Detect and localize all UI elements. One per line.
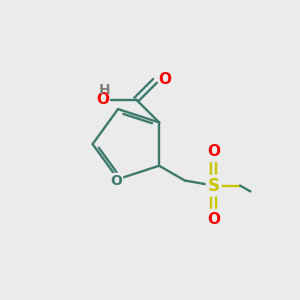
Text: O: O bbox=[96, 92, 109, 107]
Text: H: H bbox=[99, 83, 111, 97]
Text: S: S bbox=[208, 177, 220, 195]
Text: O: O bbox=[207, 144, 220, 159]
Text: O: O bbox=[207, 212, 220, 227]
Text: O: O bbox=[111, 174, 122, 188]
Text: O: O bbox=[158, 72, 172, 87]
